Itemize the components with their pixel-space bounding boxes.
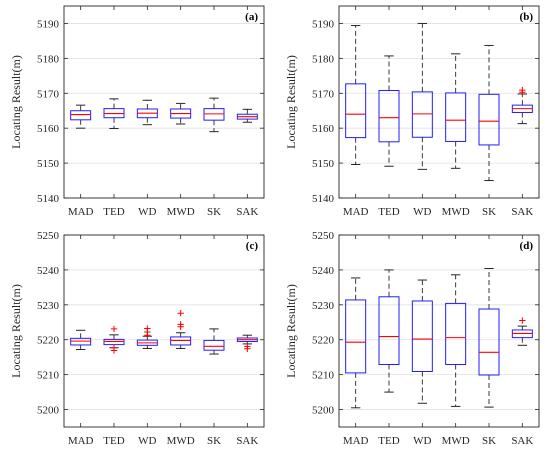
x-tick-label: SK [482,206,496,218]
x-tick-label: TED [103,206,124,218]
x-tick-label: TED [378,206,399,218]
x-tick-label: SAK [511,206,533,218]
y-axis-label: Locating Result(m) [9,55,23,149]
y-tick-label: 5200 [37,405,60,417]
x-tick-label: MWD [167,206,195,218]
y-tick-label: 5170 [312,88,335,100]
y-tick-label: 5230 [312,300,335,312]
box [70,110,92,121]
outlier-marker [177,309,184,317]
y-tick-label: 5160 [312,123,335,135]
y-tick-label: 5220 [37,335,60,347]
box [445,302,467,366]
x-tick-label: WD [413,435,431,447]
axes-frame [63,234,265,428]
x-tick-label: MAD [68,435,94,447]
y-tick-label: 5240 [37,265,60,277]
box [445,92,467,142]
x-tick-label: TED [103,435,124,447]
chart-panel: 5140 5150 5160 5170 5180 5190 MAD TED WD MWD SK SAK… [9,5,265,218]
y-tick-label: 5210 [37,370,60,382]
box [478,93,500,146]
y-tick-label: 5240 [312,265,335,277]
y-axis-label: Locating Result(m) [9,284,23,378]
panel-label: (b) [520,11,534,23]
x-tick-label: MAD [343,435,369,447]
box [378,296,400,366]
box [345,83,367,139]
x-tick-label: MWD [442,435,470,447]
y-tick-label: 5180 [312,53,335,65]
chart-panel: 5200 5210 5220 5230 5240 5250 MAD TED WD MWD SK SAK… [9,230,265,447]
box [411,91,433,138]
box [203,339,225,351]
box [378,89,400,143]
chart-panel: 5200 5210 5220 5230 5240 5250 MAD TED WD MWD SK SAK… [284,230,540,447]
x-tick-label: MAD [68,206,94,218]
y-tick-label: 5140 [312,193,335,205]
y-axis-label: Locating Result(m) [284,55,298,149]
x-tick-label: WD [413,206,431,218]
x-tick-label: SAK [236,435,258,447]
axes-frame [338,5,540,199]
y-tick-label: 5250 [37,230,60,242]
x-tick-label: WD [138,435,156,447]
outlier-marker [177,321,184,328]
y-axis-label: Locating Result(m) [284,284,298,378]
outlier-marker [519,317,526,324]
outlier-marker [110,347,118,354]
y-tick-label: 5210 [312,370,335,382]
outlier-marker [519,86,526,94]
panel-label: (c) [246,240,259,252]
y-tick-label: 5160 [37,123,60,135]
panel-label: (a) [245,11,258,23]
outlier-marker [110,325,118,333]
chart-panel: 5140 5150 5160 5170 5180 5190 MAD TED WD MWD SK SAK… [284,5,540,218]
x-tick-label: SK [207,206,221,218]
y-tick-label: 5140 [37,193,60,205]
x-tick-label: MWD [167,435,195,447]
y-tick-label: 5190 [37,18,60,30]
outlier-marker [144,325,151,332]
y-tick-label: 5220 [312,335,335,347]
y-tick-label: 5180 [37,53,60,65]
y-tick-label: 5190 [312,18,335,30]
axes-frame [338,234,540,428]
x-tick-label: SK [207,435,221,447]
y-tick-label: 5170 [37,88,60,100]
box [478,308,500,376]
x-tick-label: SAK [511,435,533,447]
y-tick-label: 5250 [312,230,335,242]
axes-frame [63,5,265,199]
x-tick-label: SK [482,435,496,447]
outlier-marker [244,345,251,353]
x-tick-label: TED [378,435,399,447]
panel-label: (d) [520,240,534,252]
y-tick-label: 5230 [37,300,60,312]
x-tick-label: WD [138,206,156,218]
y-tick-label: 5200 [312,405,335,417]
x-tick-label: SAK [236,206,258,218]
x-tick-label: MAD [343,206,369,218]
x-tick-label: MWD [442,206,470,218]
y-tick-label: 5150 [37,158,60,170]
box [345,299,367,374]
y-tick-label: 5150 [312,158,335,170]
box [411,300,433,372]
